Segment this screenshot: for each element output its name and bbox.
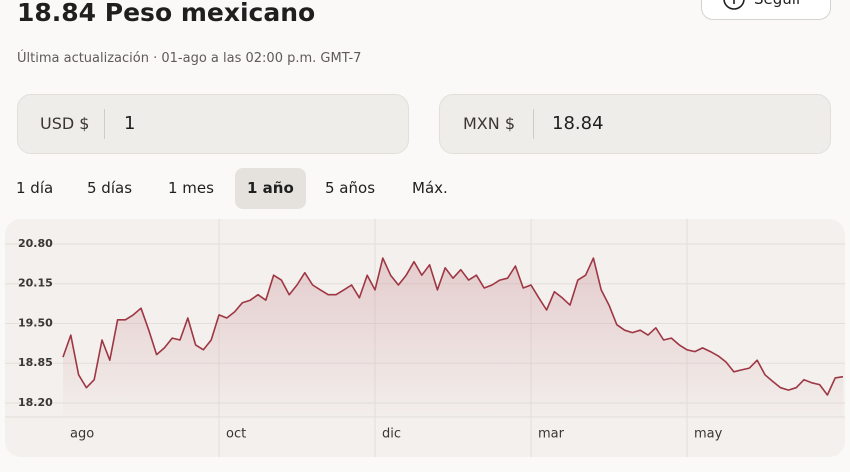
x-tick-label: oct bbox=[226, 427, 246, 442]
x-tick-label: may bbox=[694, 427, 723, 442]
range-tab[interactable]: 1 día bbox=[16, 179, 54, 197]
last-updated: Última actualización · 01-ago a las 02:0… bbox=[17, 51, 362, 66]
y-tick-label: 18.20 bbox=[18, 396, 53, 409]
y-tick-label: 20.15 bbox=[18, 277, 53, 290]
follow-icon bbox=[723, 0, 745, 10]
follow-label: Seguir bbox=[754, 0, 802, 8]
title: 18.84 Peso mexicano bbox=[17, 0, 316, 27]
y-tick-label: 20.80 bbox=[18, 237, 53, 250]
y-tick-label: 18.85 bbox=[18, 356, 53, 369]
from-amount: 1 bbox=[124, 113, 136, 134]
range-tab[interactable]: 5 años bbox=[325, 179, 376, 197]
y-tick-label: 19.50 bbox=[18, 316, 53, 329]
from-field[interactable]: USD $ 1 bbox=[17, 94, 409, 154]
separator bbox=[104, 109, 105, 139]
range-tab[interactable]: 1 año bbox=[235, 168, 306, 209]
separator bbox=[533, 109, 534, 139]
range-tab[interactable]: 1 mes bbox=[168, 179, 214, 197]
to-currency: MXN $ bbox=[463, 114, 515, 133]
range-tab[interactable]: Máx. bbox=[412, 179, 448, 197]
x-tick-label: ago bbox=[70, 427, 94, 442]
x-tick-label: mar bbox=[538, 427, 565, 442]
range-tab[interactable]: 5 días bbox=[87, 179, 133, 197]
follow-button[interactable]: Seguir bbox=[701, 0, 831, 20]
area-fill bbox=[63, 258, 843, 417]
price-line bbox=[62, 257, 844, 396]
x-tick-label: dic bbox=[382, 427, 401, 442]
from-currency: USD $ bbox=[40, 114, 90, 133]
to-field[interactable]: MXN $ 18.84 bbox=[439, 94, 831, 154]
to-amount: 18.84 bbox=[552, 113, 604, 134]
